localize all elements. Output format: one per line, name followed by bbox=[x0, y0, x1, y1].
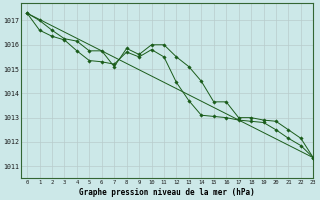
X-axis label: Graphe pression niveau de la mer (hPa): Graphe pression niveau de la mer (hPa) bbox=[79, 188, 255, 197]
